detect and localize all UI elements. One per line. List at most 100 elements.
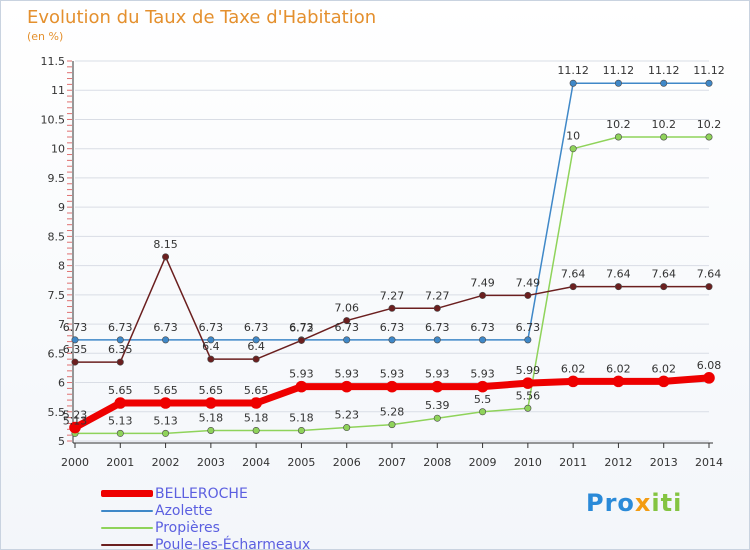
data-label: 6.4	[247, 340, 265, 353]
y-tick-label: 6	[58, 377, 65, 390]
data-point	[71, 358, 79, 366]
data-point	[476, 380, 489, 393]
data-label: 6.02	[651, 362, 676, 375]
data-label: 11.12	[557, 64, 589, 77]
data-point	[297, 336, 305, 344]
data-label: 5.18	[199, 411, 224, 424]
data-point	[703, 372, 715, 384]
data-point	[343, 424, 351, 432]
y-tick-label: 9.5	[48, 172, 66, 185]
x-tick-label: 2014	[695, 456, 723, 469]
data-label: 11.12	[648, 64, 680, 77]
y-tick-label: 8	[58, 260, 65, 273]
y-tick-label: 7	[58, 318, 65, 331]
x-tick-label: 2002	[152, 456, 180, 469]
data-label: 6.4	[202, 340, 220, 353]
data-point	[612, 375, 625, 388]
data-point	[116, 429, 124, 437]
data-point	[479, 336, 487, 344]
data-label: 6.73	[108, 321, 133, 334]
data-label: 10	[566, 130, 580, 143]
data-point	[433, 304, 441, 312]
legend-swatch-belleroche	[101, 490, 153, 497]
x-tick-label: 2007	[378, 456, 406, 469]
data-point	[162, 429, 170, 437]
data-point	[524, 336, 532, 344]
data-point	[69, 421, 81, 434]
data-point	[431, 380, 444, 393]
data-point	[569, 145, 577, 153]
data-point	[388, 304, 396, 312]
data-point	[114, 397, 127, 409]
data-point	[295, 380, 308, 393]
y-tick-label: 11	[51, 84, 65, 97]
legend-label-proprieres: Propières	[155, 519, 220, 536]
y-tick-label: 11.5	[41, 55, 66, 68]
data-label: 5.99	[516, 364, 541, 377]
chart-title: Evolution du Taux de Taxe d'Habitation	[27, 7, 377, 28]
data-label: 7.64	[651, 268, 676, 281]
data-point	[433, 414, 441, 422]
y-tick-label: 10.5	[41, 113, 66, 126]
x-tick-label: 2005	[287, 456, 315, 469]
data-point	[567, 375, 579, 388]
y-tick-label: 8.5	[48, 230, 66, 243]
data-point	[524, 404, 532, 412]
y-tick-label: 10	[51, 143, 65, 156]
legend-swatch-proprieres	[101, 526, 153, 529]
data-point	[569, 283, 577, 291]
y-tick-label: 9	[58, 201, 65, 214]
data-point	[252, 355, 260, 363]
data-point	[162, 336, 170, 344]
x-tick-label: 2004	[242, 456, 270, 469]
data-label: 5.39	[425, 399, 450, 412]
data-point	[205, 397, 217, 409]
x-tick-label: 2000	[61, 456, 89, 469]
data-label: 7.06	[334, 302, 359, 315]
data-point	[479, 291, 487, 299]
y-tick-label: 5.5	[48, 406, 66, 419]
data-label: 5.93	[380, 368, 405, 381]
data-point	[162, 253, 170, 261]
data-label: 6.72	[289, 321, 314, 334]
data-point	[614, 79, 622, 87]
data-label: 5.13	[63, 414, 88, 427]
legend-item-poule: Poule-les-Écharmeaux	[101, 536, 310, 549]
data-point	[614, 283, 622, 291]
data-label: 11.12	[693, 64, 725, 77]
data-label: 7.49	[516, 276, 541, 289]
data-label: 5.13	[153, 414, 178, 427]
x-tick-label: 2001	[106, 456, 134, 469]
data-point	[386, 380, 398, 393]
chart-unit: (en %)	[27, 30, 64, 43]
data-label: 5.5	[474, 393, 492, 406]
data-point	[705, 79, 713, 87]
data-label: 6.73	[289, 321, 314, 334]
data-point	[569, 79, 577, 87]
data-point	[705, 283, 713, 291]
data-point	[705, 133, 713, 141]
data-point	[660, 283, 668, 291]
data-label: 5.18	[244, 411, 269, 424]
data-label: 7.27	[380, 289, 405, 302]
x-tick-label: 2012	[604, 456, 632, 469]
legend-swatch-poule	[101, 543, 153, 546]
data-point	[388, 421, 396, 429]
data-label: 5.93	[289, 368, 314, 381]
data-label: 7.27	[425, 289, 450, 302]
data-point	[252, 426, 260, 434]
data-label: 10.2	[697, 118, 722, 131]
legend-item-azolette: Azolette	[101, 502, 310, 519]
x-tick-label: 2013	[650, 456, 678, 469]
data-label: 6.73	[199, 321, 224, 334]
x-tick-label: 2010	[514, 456, 542, 469]
data-point	[250, 397, 262, 409]
data-point	[660, 133, 668, 141]
legend-label-azolette: Azolette	[155, 502, 213, 519]
data-label: 5.93	[425, 368, 450, 381]
data-label: 7.49	[470, 276, 495, 289]
data-point	[159, 397, 172, 409]
data-label: 6.73	[425, 321, 450, 334]
data-label: 6.73	[470, 321, 495, 334]
